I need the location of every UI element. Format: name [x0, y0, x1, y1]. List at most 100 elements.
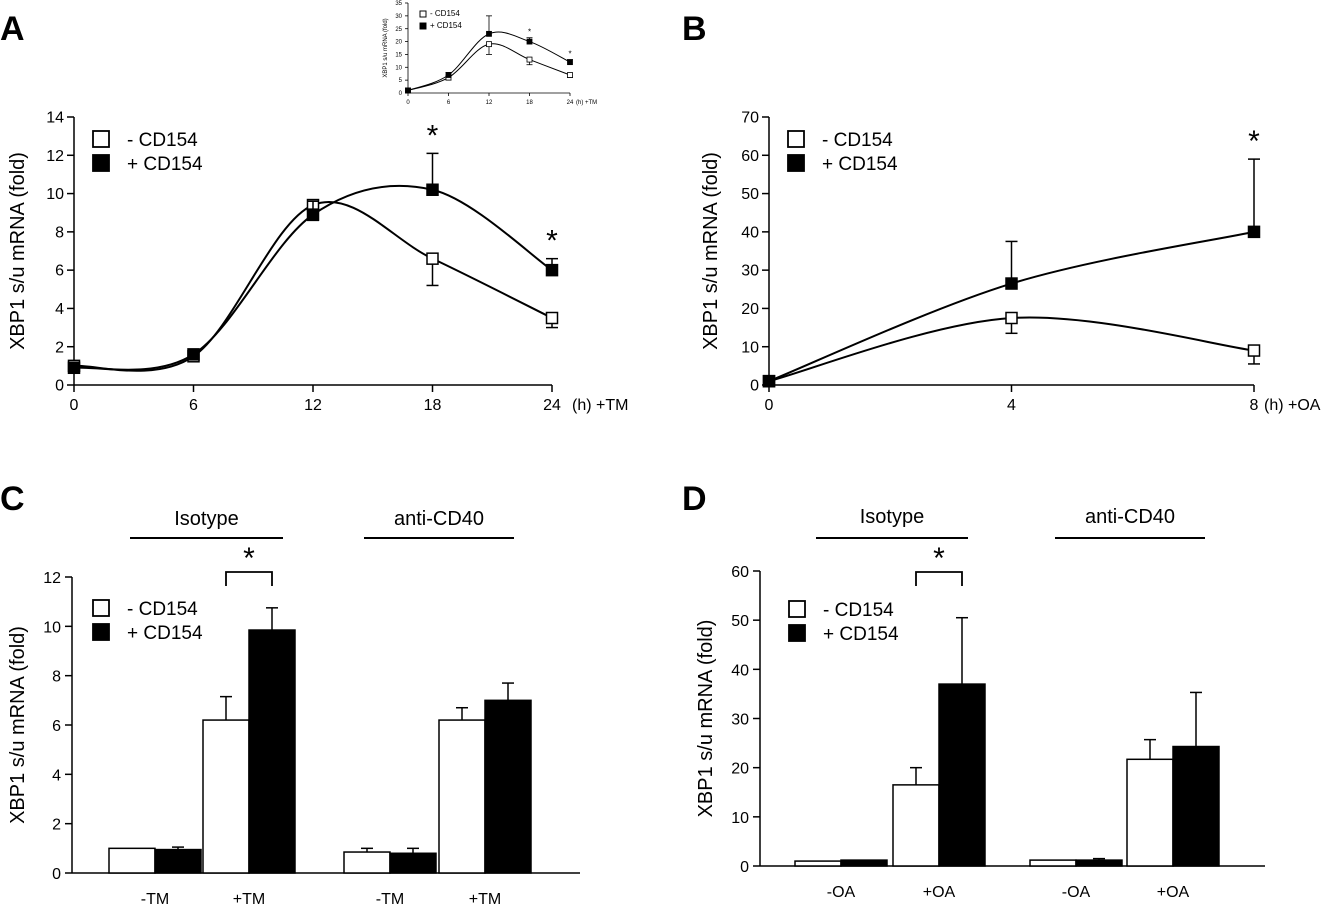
panel-letter-a: A — [0, 10, 25, 48]
bar-minus — [108, 847, 156, 874]
y-axis-label: XBP1 s/u mRNA (fold) — [7, 626, 29, 824]
y-tick-label: 0 — [52, 866, 61, 883]
data-point — [306, 208, 320, 221]
inset-series-plus — [405, 15, 573, 94]
y-axis-label: XBP1 s/u mRNA (fold) — [7, 152, 29, 350]
data-point — [1247, 344, 1261, 357]
legend-label-plus: + CD154 — [127, 623, 203, 644]
significance-star: * — [427, 119, 439, 152]
y-tick-label: 30 — [741, 263, 759, 280]
bar-plus — [1172, 745, 1220, 867]
y-tick-label: 10 — [395, 65, 402, 71]
panel-letter-d: D — [682, 480, 707, 518]
y-tick-label: 30 — [395, 14, 402, 20]
bar-minus — [343, 851, 391, 874]
y-tick-label: 14 — [46, 110, 64, 127]
category-label: -TM — [141, 891, 169, 905]
data-point — [187, 348, 200, 361]
y-tick-label: 30 — [731, 712, 749, 729]
x-tick-label: 12 — [486, 100, 493, 106]
panel-b-chart: 0 10 20 30 40 50 60 70 0 4 8 (h) +OA XBP1 s/u mRNA (… — [700, 110, 1321, 414]
x-tick-label: 18 — [526, 100, 533, 106]
significance-star: * — [568, 50, 571, 59]
x-tick-label: 8 — [1250, 397, 1259, 414]
significance-star: * — [546, 225, 558, 258]
data-point — [405, 87, 411, 94]
y-tick-label: 40 — [741, 224, 759, 241]
data-point — [526, 38, 533, 45]
panel-letter-b: B — [682, 10, 707, 48]
legend-swatch-plus — [92, 623, 110, 641]
panel-c-chart: 0 2 4 6 8 10 12 XBP1 s/u mRNA (fold) -TM +TM -TM +T… — [7, 508, 580, 905]
legend-swatch-plus — [788, 624, 806, 642]
y-tick-label: 25 — [395, 27, 402, 33]
significance-star: * — [933, 542, 945, 575]
bar-minus — [892, 784, 940, 867]
x-tick-label: 0 — [406, 100, 410, 106]
y-tick-label: 10 — [741, 339, 759, 356]
legend-swatch-minus — [787, 130, 805, 148]
bar-plus — [154, 848, 202, 874]
group-label: anti-CD40 — [394, 508, 484, 530]
bar-minus — [202, 719, 250, 874]
bar-minus — [1126, 758, 1174, 867]
x-tick-label: 18 — [424, 397, 442, 414]
x-tick-label: 0 — [765, 397, 774, 414]
legend-label-minus: - CD154 — [127, 599, 198, 620]
y-axis-label: XBP1 s/u mRNA (fold) — [383, 18, 389, 77]
x-axis-unit-label: (h) +TM — [572, 397, 628, 414]
bar-minus — [438, 719, 486, 874]
data-point — [486, 30, 492, 37]
bar-plus — [389, 852, 437, 874]
x-tick-label: 0 — [70, 397, 79, 414]
bar-plus — [248, 629, 296, 874]
y-tick-label: 8 — [55, 224, 64, 241]
legend-label-minus: - CD154 — [823, 600, 894, 621]
x-tick-label: 12 — [304, 397, 322, 414]
panel-d-chart: 0 10 20 30 40 50 60 XBP1 s/u mRNA (fold) -OA +OA -… — [695, 506, 1265, 901]
legend-label-minus: - CD154 — [430, 9, 460, 18]
x-tick-label: 6 — [189, 397, 198, 414]
y-tick-label: 10 — [43, 619, 61, 636]
y-tick-label: 20 — [395, 40, 402, 46]
legend-swatch-minus — [788, 600, 806, 618]
y-tick-label: 10 — [46, 186, 64, 203]
category-label: -TM — [376, 891, 404, 905]
data-point — [526, 56, 533, 63]
legend-swatch-minus — [419, 10, 427, 18]
bar-plus — [1075, 859, 1123, 867]
legend-label-plus: + CD154 — [127, 154, 203, 175]
significance-bracket — [915, 571, 963, 586]
data-point — [67, 361, 81, 375]
data-point — [762, 374, 776, 388]
x-tick-label: 24 — [567, 100, 574, 106]
x-axis-unit-label: (h) +OA — [1264, 397, 1321, 414]
bar-plus — [938, 683, 986, 867]
y-tick-label: 20 — [741, 301, 759, 318]
series-line — [73, 200, 553, 372]
legend-swatch-plus — [787, 154, 805, 172]
data-point — [545, 263, 559, 277]
y-tick-label: 2 — [52, 817, 61, 834]
data-point — [1005, 311, 1018, 325]
legend-label-plus: + CD154 — [823, 624, 899, 645]
y-tick-label: 0 — [740, 859, 749, 876]
legend-swatch-minus — [92, 130, 110, 148]
x-axis-unit-label: (h) +TM — [576, 100, 597, 106]
panel-a-series-plus — [67, 152, 559, 375]
y-axis-label: XBP1 s/u mRNA (fold) — [700, 152, 722, 350]
category-label: +TM — [233, 891, 265, 905]
category-label: -OA — [1062, 884, 1091, 901]
inset-chart: 0 5 10 15 20 25 30 35 0 6 12 18 24 (h) +TM XBP1 s/u mR… — [383, 1, 597, 106]
group-label: Isotype — [174, 508, 238, 530]
y-tick-label: 6 — [52, 718, 61, 735]
bar-plus — [840, 859, 888, 867]
data-point — [1247, 225, 1261, 239]
y-tick-label: 40 — [731, 662, 749, 679]
bar-minus — [794, 860, 842, 867]
series-line — [407, 31, 571, 91]
significance-bracket — [225, 571, 273, 586]
legend-label-plus: + CD154 — [822, 154, 898, 175]
legend-swatch-plus — [419, 22, 427, 30]
